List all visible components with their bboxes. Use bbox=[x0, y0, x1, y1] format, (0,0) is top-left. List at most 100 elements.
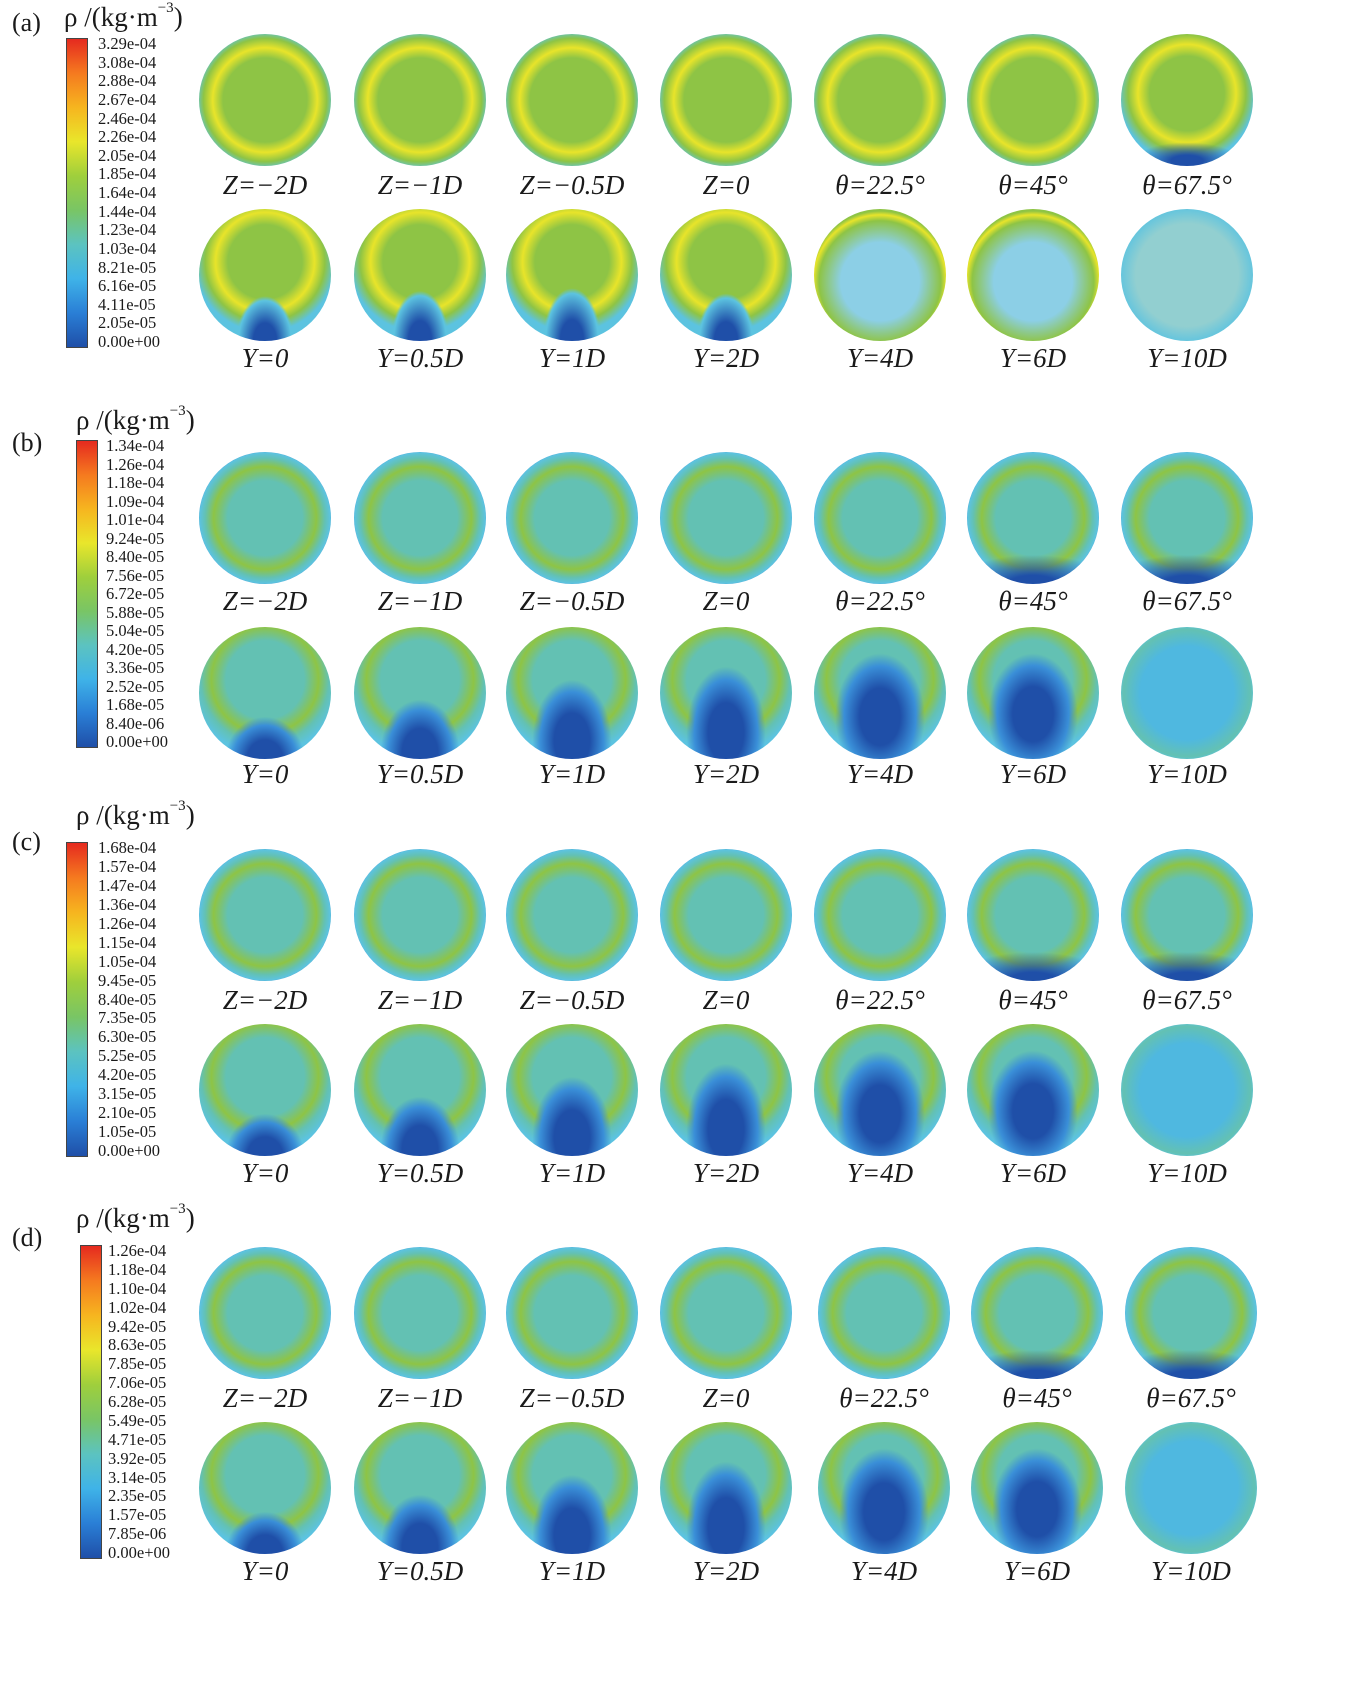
colorbar-tick-label: 9.24e-05 bbox=[106, 528, 165, 548]
section-caption: Z=−2D bbox=[222, 985, 308, 1015]
density-contour-disc bbox=[199, 1247, 331, 1379]
density-contour-disc bbox=[354, 627, 486, 759]
section-caption: Z=−2D bbox=[222, 1383, 308, 1413]
colorbar-tick-label: 8.63e-05 bbox=[108, 1335, 167, 1355]
density-contour-disc bbox=[1121, 627, 1253, 759]
density-contour-disc bbox=[660, 209, 792, 341]
section-caption: Y=6D bbox=[999, 343, 1067, 373]
density-contour-disc bbox=[660, 1024, 792, 1156]
section-caption: θ=22.5° bbox=[835, 985, 925, 1015]
density-contour-disc bbox=[814, 1024, 946, 1156]
colorbar-tick-label: 2.67e-04 bbox=[98, 89, 157, 109]
colorbar-tick-label: 3.29e-04 bbox=[98, 34, 157, 53]
density-contour-disc bbox=[814, 209, 946, 341]
section-caption: Z=−1D bbox=[377, 1383, 463, 1413]
section-caption: Z=−0.5D bbox=[519, 1383, 625, 1413]
colorbar-tick-label: 0.00e+00 bbox=[106, 732, 169, 751]
panel-label: (d) bbox=[12, 1223, 43, 1252]
density-contour-disc bbox=[1121, 452, 1253, 584]
density-contour-disc bbox=[660, 849, 792, 981]
colorbar-tick-label: 8.40e-05 bbox=[98, 989, 157, 1009]
colorbar-tick-label: 1.26e-04 bbox=[108, 1241, 167, 1260]
colorbar-tick-label: 4.20e-05 bbox=[98, 1065, 157, 1085]
section-caption: Y=10D bbox=[1147, 1158, 1227, 1188]
colorbar-tick-label: 7.06e-05 bbox=[108, 1373, 167, 1393]
colorbar-tick-label: 7.85e-06 bbox=[108, 1524, 167, 1544]
section-caption: Y=0 bbox=[241, 1556, 289, 1586]
section-caption: Y=0.5D bbox=[376, 1158, 464, 1188]
section-caption: Y=1D bbox=[538, 759, 606, 789]
section-caption: Z=−0.5D bbox=[519, 586, 625, 616]
section-caption: Y=0.5D bbox=[376, 1556, 464, 1586]
density-contour-disc bbox=[506, 209, 638, 341]
section-caption: Z=0 bbox=[702, 586, 750, 616]
density-contour-disc bbox=[354, 1024, 486, 1156]
colorbar-tick-label: 9.42e-05 bbox=[108, 1316, 167, 1336]
section-caption: Y=6D bbox=[999, 759, 1067, 789]
colorbar-tick-label: 4.20e-05 bbox=[106, 639, 165, 659]
density-contour-disc bbox=[967, 627, 1099, 759]
density-contour-disc bbox=[354, 849, 486, 981]
colorbar-tick-label: 1.26e-04 bbox=[98, 913, 157, 933]
colorbar-tick-label: 1.18e-04 bbox=[108, 1259, 167, 1279]
section-caption: Y=10D bbox=[1147, 343, 1227, 373]
colorbar-tick-label: 5.25e-05 bbox=[98, 1046, 157, 1066]
density-contour-disc bbox=[814, 849, 946, 981]
colorbar-tick-label: 7.35e-05 bbox=[98, 1008, 157, 1028]
section-caption: Y=4D bbox=[846, 343, 914, 373]
section-caption: Y=6D bbox=[999, 1158, 1067, 1188]
density-contour-disc bbox=[506, 849, 638, 981]
colorbar-tick-label: 1.57e-05 bbox=[108, 1505, 167, 1525]
density-contour-disc bbox=[199, 209, 331, 341]
section-caption: Z=−2D bbox=[222, 170, 308, 200]
section-caption: θ=67.5° bbox=[1142, 170, 1232, 200]
colorbar-tick-label: 7.85e-05 bbox=[108, 1354, 167, 1374]
density-contour-disc bbox=[1125, 1422, 1257, 1554]
colorbar-tick-label: 1.34e-04 bbox=[106, 436, 165, 455]
section-caption: Y=2D bbox=[692, 1158, 760, 1188]
density-contour-disc bbox=[506, 1024, 638, 1156]
density-contour-disc bbox=[199, 1024, 331, 1156]
colorbar-tick-label: 1.05e-05 bbox=[98, 1122, 157, 1142]
colorbar-tick-label: 5.04e-05 bbox=[106, 621, 165, 640]
colorbar-tick-label: 1.23e-04 bbox=[98, 220, 157, 240]
density-contour-disc bbox=[818, 1247, 950, 1379]
colorbar-tick-label: 2.05e-05 bbox=[98, 313, 157, 333]
section-caption: Y=10D bbox=[1147, 759, 1227, 789]
density-contour-disc bbox=[199, 1422, 331, 1554]
density-contour-disc bbox=[814, 34, 946, 166]
panel-label: (a) bbox=[12, 8, 41, 37]
density-contour-disc bbox=[660, 1422, 792, 1554]
section-caption: Y=10D bbox=[1151, 1556, 1231, 1586]
section-caption: Y=0 bbox=[241, 759, 289, 789]
density-contour-disc bbox=[967, 209, 1099, 341]
section-caption: Y=0 bbox=[241, 343, 289, 373]
section-caption: θ=45° bbox=[998, 170, 1068, 200]
colorbar-tick-label: 1.01e-04 bbox=[106, 510, 165, 529]
colorbar-tick-label: 1.03e-04 bbox=[98, 238, 157, 258]
panel-label: (b) bbox=[12, 428, 43, 457]
colorbar-tick-label: 1.47e-04 bbox=[98, 875, 157, 895]
colorbar-tick-label: 1.18e-04 bbox=[106, 473, 165, 492]
colorbar bbox=[66, 842, 88, 1157]
colorbar-tick-label: 3.14e-05 bbox=[108, 1467, 167, 1487]
section-caption: Y=4D bbox=[846, 759, 914, 789]
section-caption: Z=−1D bbox=[377, 985, 463, 1015]
colorbar-tick-label: 2.05e-04 bbox=[98, 145, 157, 165]
density-contour-disc bbox=[660, 34, 792, 166]
colorbar-tick-label: 2.10e-05 bbox=[98, 1103, 157, 1123]
density-contour-disc bbox=[354, 1247, 486, 1379]
colorbar-title: ρ /(kg·m−3) bbox=[76, 798, 195, 830]
section-caption: Y=4D bbox=[850, 1556, 918, 1586]
colorbar-tick-label: 1.36e-04 bbox=[98, 894, 157, 914]
section-caption: θ=45° bbox=[998, 985, 1068, 1015]
colorbar-tick-label: 9.45e-05 bbox=[98, 970, 157, 990]
section-caption: Z=−2D bbox=[222, 586, 308, 616]
colorbar-tick-label: 8.21e-05 bbox=[98, 257, 157, 277]
panel-label: (c) bbox=[12, 827, 41, 856]
density-contour-disc bbox=[1121, 34, 1253, 166]
section-caption: Z=0 bbox=[702, 170, 750, 200]
section-caption: Z=−0.5D bbox=[519, 170, 625, 200]
section-caption: Y=2D bbox=[692, 343, 760, 373]
density-contour-disc bbox=[814, 627, 946, 759]
